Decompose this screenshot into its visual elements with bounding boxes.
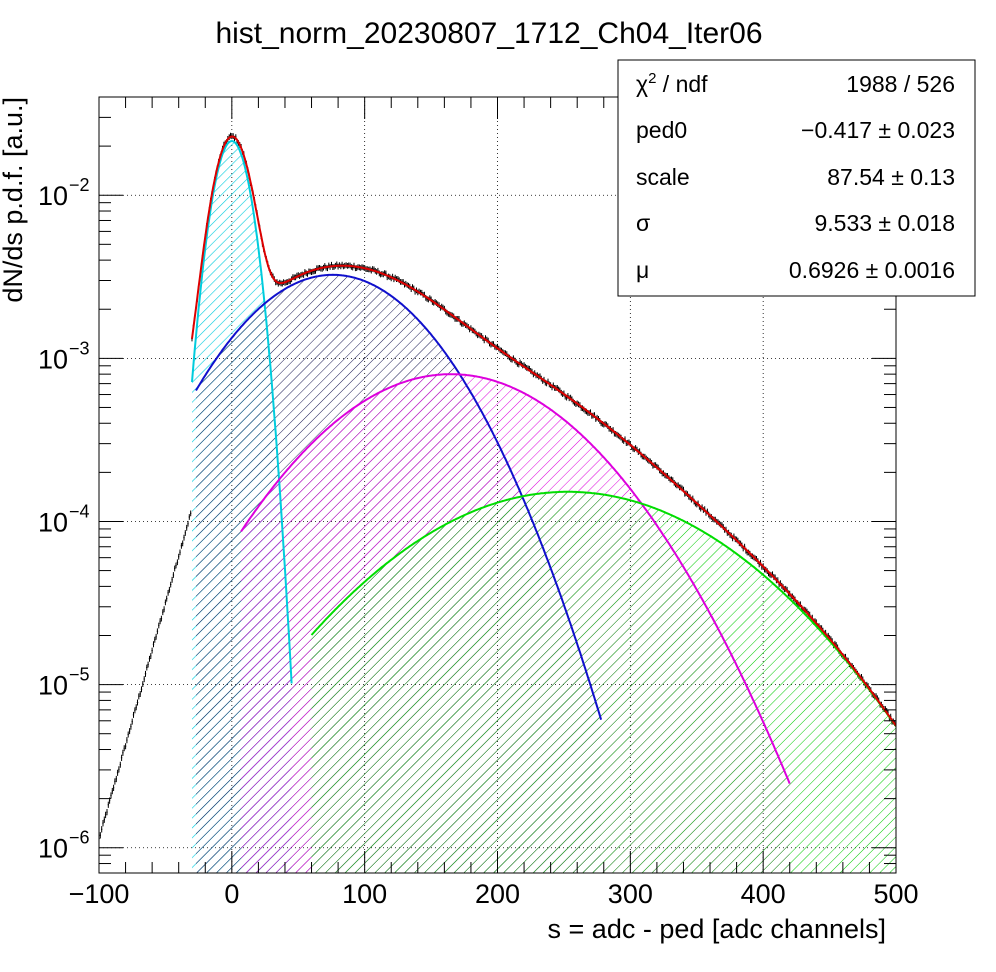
stats-box: χ2 / ndf 1988 / 526 ped0 −0.417 ± 0.023 scal… bbox=[617, 59, 976, 297]
stats-row: χ2 / ndf 1988 / 526 bbox=[636, 70, 955, 97]
y-tick-label: 10 −2 bbox=[38, 175, 90, 211]
stats-value: −0.417 ± 0.023 bbox=[801, 117, 955, 143]
component-curve-4 bbox=[310, 490, 896, 727]
stats-row: ped0 −0.417 ± 0.023 bbox=[636, 117, 955, 143]
x-tick-label: 200 bbox=[475, 879, 520, 909]
y-tick-exponent: −6 bbox=[69, 828, 90, 848]
component-curve-2 bbox=[195, 273, 603, 720]
x-tick-label: 0 bbox=[224, 879, 239, 909]
x-tick-label: 300 bbox=[608, 879, 653, 909]
y-tick-exponent: −4 bbox=[69, 501, 90, 521]
x-tick-label: −100 bbox=[69, 879, 130, 909]
fit-curves bbox=[191, 135, 896, 784]
y-tick-base: 10 bbox=[38, 181, 68, 211]
x-tick-labels: −100 0 100 200 300 400 500 bbox=[69, 879, 919, 909]
y-tick-base: 10 bbox=[38, 344, 68, 374]
y-tick-labels: 10−610−510−410−310−2 bbox=[38, 175, 90, 864]
stats-value: 0.6926 ± 0.0016 bbox=[789, 257, 955, 283]
component-curve-3 bbox=[240, 373, 791, 784]
x-tick-label: 500 bbox=[873, 879, 918, 909]
stats-value: 87.54 ± 0.13 bbox=[827, 164, 955, 190]
stats-row: μ 0.6926 ± 0.0016 bbox=[636, 257, 955, 283]
y-tick-label: 10 −4 bbox=[38, 501, 90, 537]
component-fills bbox=[192, 141, 896, 873]
axis-ticks bbox=[98, 96, 897, 874]
stats-label: σ bbox=[636, 210, 650, 236]
stats-value: 1988 / 526 bbox=[846, 71, 955, 97]
y-tick-label: 10 −3 bbox=[38, 338, 90, 374]
y-tick-base: 10 bbox=[38, 834, 68, 864]
stats-label: ped0 bbox=[636, 117, 687, 143]
stats-row: scale 87.54 ± 0.13 bbox=[636, 164, 955, 190]
y-tick-label: 10 −5 bbox=[38, 665, 90, 701]
stats-label: χ2 / ndf bbox=[636, 70, 708, 97]
total-fit-curve bbox=[191, 135, 896, 727]
y-axis-label: dN/ds p.d.f. [a.u.] bbox=[0, 97, 28, 303]
component-curve-1 bbox=[191, 139, 293, 684]
y-tick-label: 10 −6 bbox=[38, 828, 90, 864]
chart-title: hist_norm_20230807_1712_Ch04_Iter06 bbox=[215, 17, 762, 50]
stats-label: scale bbox=[636, 164, 690, 190]
y-tick-base: 10 bbox=[38, 671, 68, 701]
x-tick-label: 100 bbox=[342, 879, 387, 909]
x-tick-label: 400 bbox=[741, 879, 786, 909]
y-tick-base: 10 bbox=[38, 507, 68, 537]
x-axis-label: s = adc - ped [adc channels] bbox=[548, 914, 886, 944]
stats-label: μ bbox=[636, 257, 649, 283]
y-tick-exponent: −5 bbox=[69, 665, 90, 685]
stats-row: σ 9.533 ± 0.018 bbox=[636, 210, 955, 236]
y-tick-exponent: −2 bbox=[69, 175, 90, 195]
component-fill-4 bbox=[311, 491, 896, 873]
stats-value: 9.533 ± 0.018 bbox=[814, 210, 955, 236]
y-tick-exponent: −3 bbox=[69, 338, 90, 358]
